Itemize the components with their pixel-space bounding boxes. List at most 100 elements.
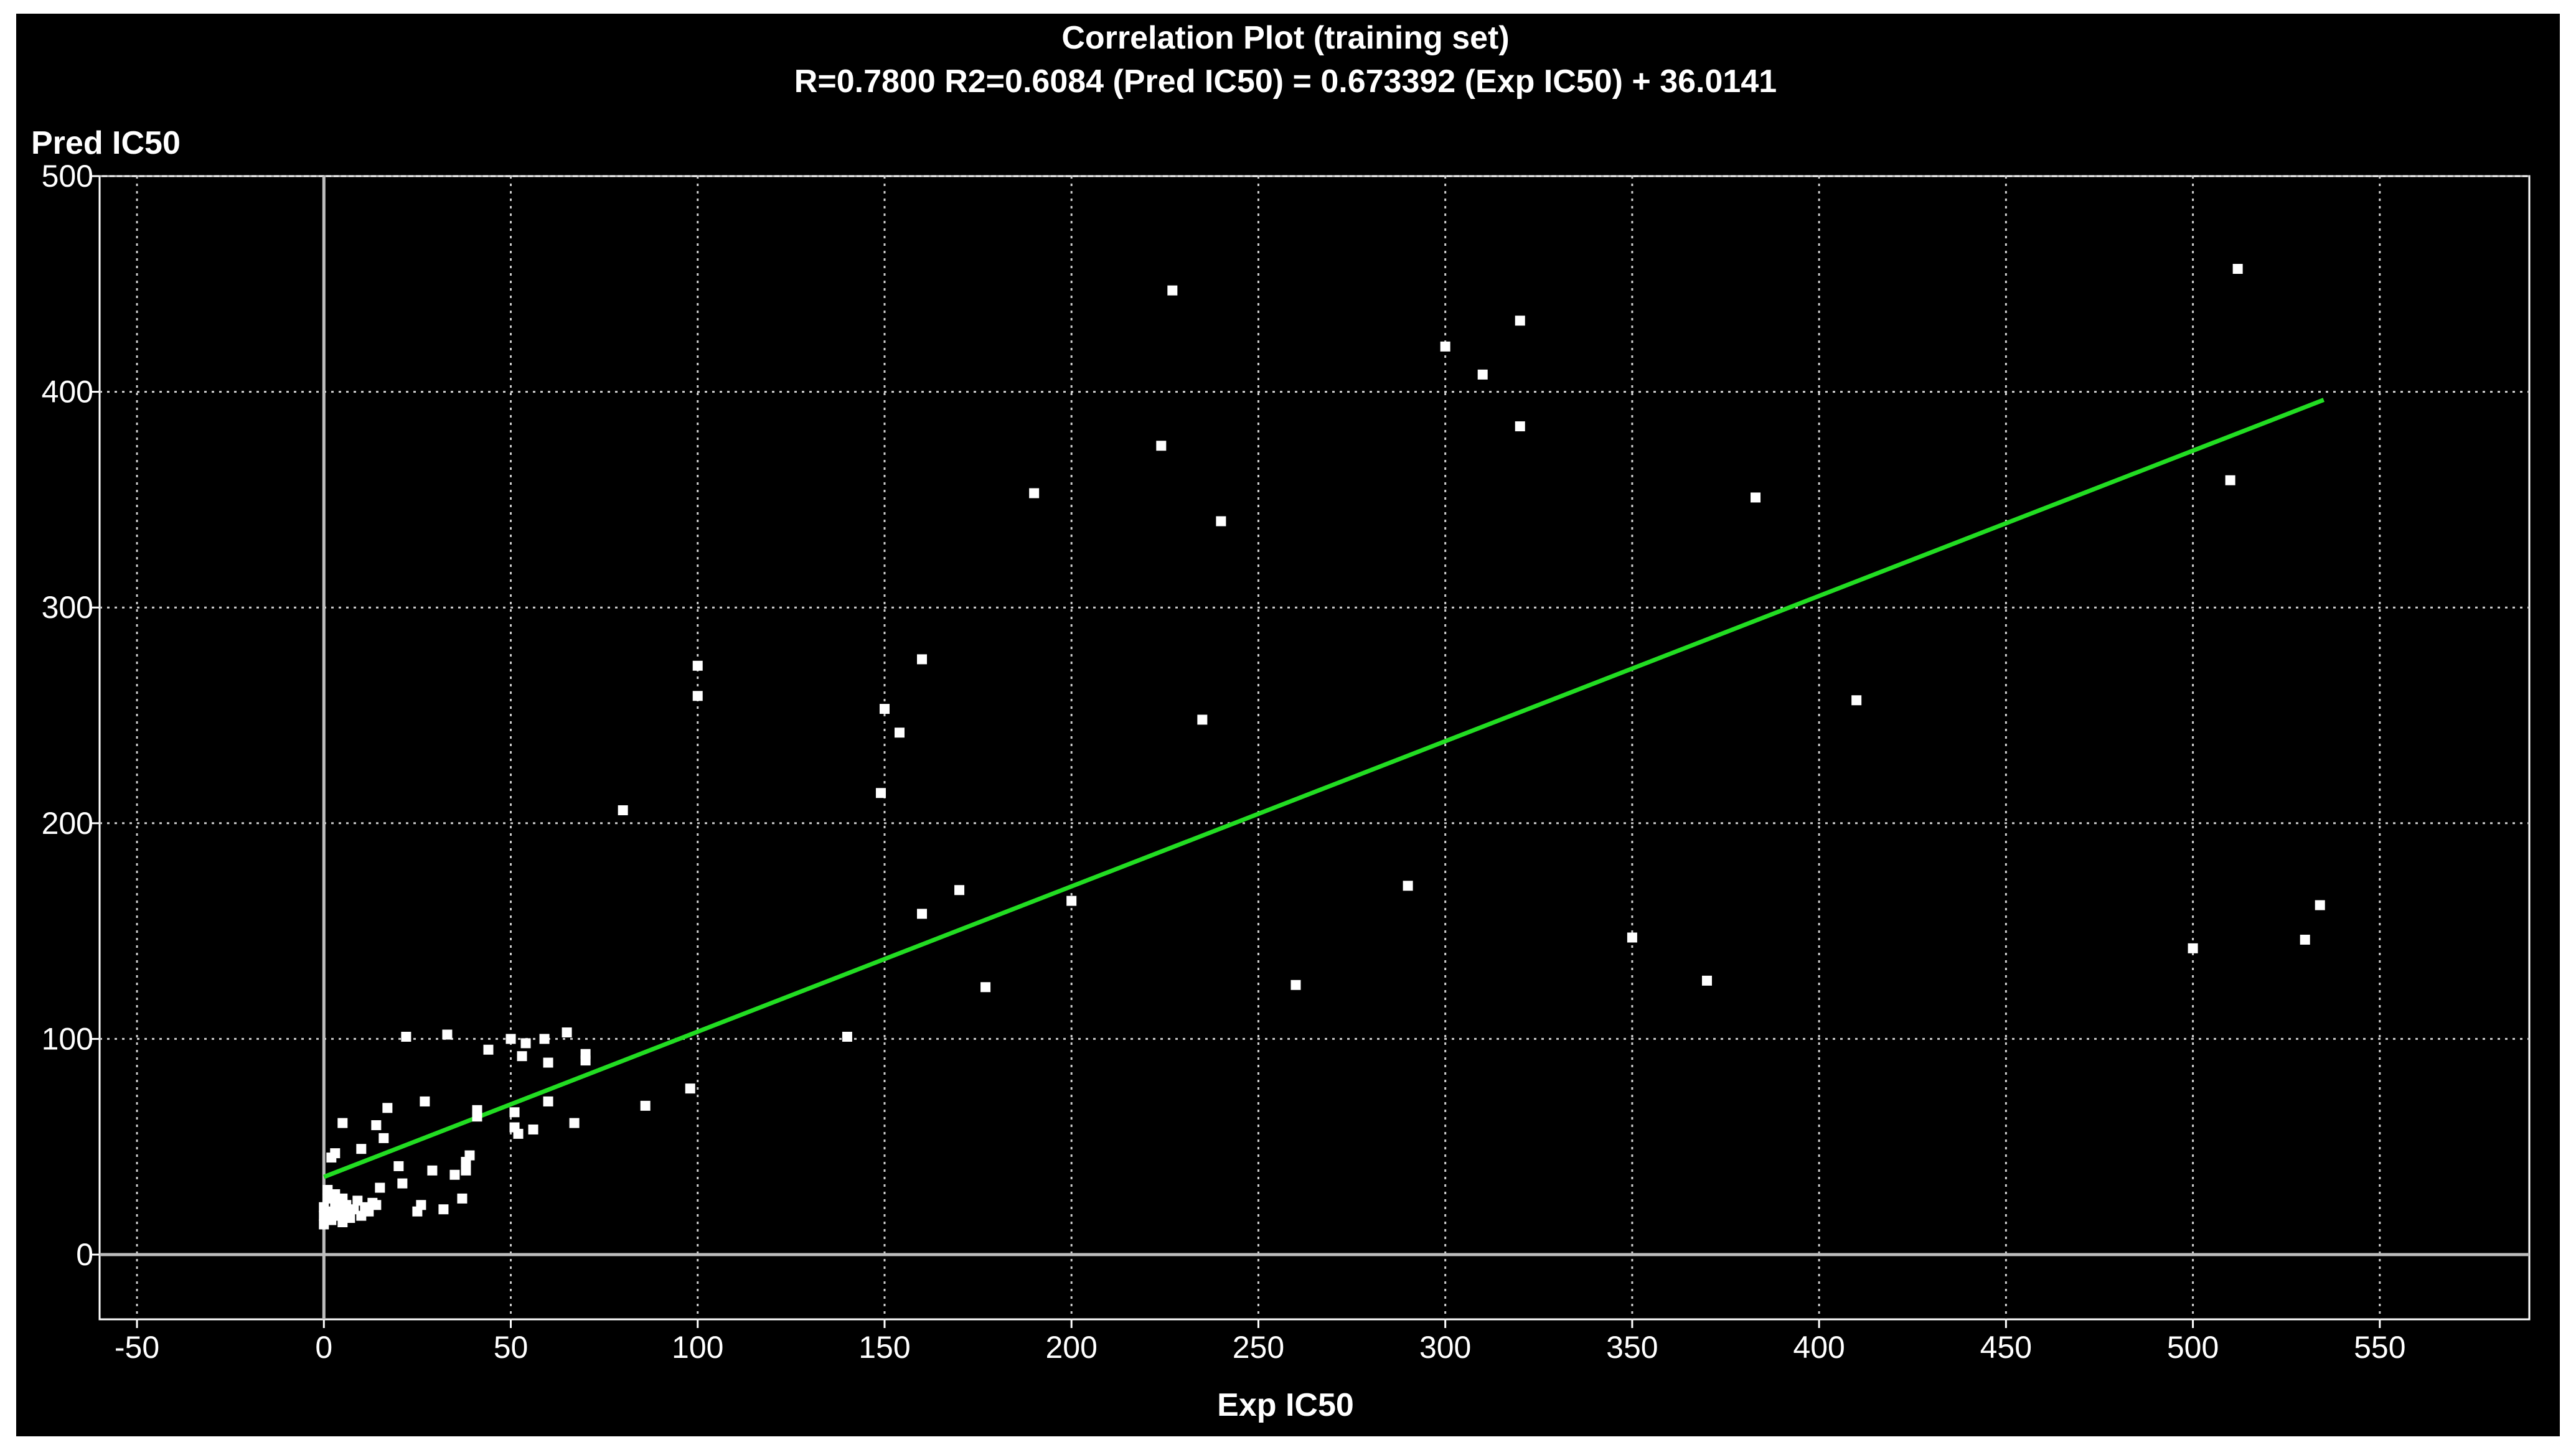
data-point: [1477, 369, 1488, 380]
data-point: [356, 1144, 367, 1154]
data-point: [543, 1096, 553, 1106]
tick-layer: -50 0 50 100 150 200 250 300 350 400 450 500 550 0 100…: [42, 159, 2406, 1365]
data-point: [483, 1044, 494, 1055]
data-point: [319, 1210, 329, 1221]
data-point: [364, 1206, 374, 1217]
data-point: [319, 1202, 329, 1212]
chart-title: Correlation Plot (training set): [1061, 20, 1509, 56]
data-point: [356, 1210, 367, 1221]
data-point: [472, 1105, 482, 1115]
data-point: [842, 1031, 852, 1042]
data-point: [505, 1034, 516, 1044]
data-point: [1197, 714, 1208, 725]
data-point: [1216, 516, 1226, 526]
data-point: [438, 1204, 449, 1215]
data-point: [427, 1165, 438, 1176]
y-tick-label: 0: [76, 1237, 93, 1272]
data-point: [326, 1206, 337, 1217]
data-point: [378, 1133, 389, 1143]
data-point: [513, 1128, 524, 1139]
y-tick-label: 300: [42, 590, 93, 625]
data-point: [375, 1182, 385, 1193]
data-point: [1701, 975, 1712, 986]
data-point: [520, 1038, 531, 1049]
data-point: [326, 1215, 337, 1225]
data-point: [337, 1217, 348, 1228]
data-point: [1167, 285, 1178, 296]
data-point: [894, 727, 905, 738]
data-point: [2300, 934, 2310, 945]
chart-subtitle: R=0.7800 R2=0.6084 (Pred IC50) = 0.67339…: [794, 63, 1777, 100]
data-point: [1515, 421, 1525, 432]
data-point: [1751, 492, 1761, 503]
data-point: [1066, 896, 1077, 906]
x-tick-label: 250: [1233, 1330, 1284, 1365]
data-point: [382, 1103, 393, 1113]
data-point: [1627, 932, 1637, 943]
data-point: [1403, 881, 1413, 891]
data-point: [692, 691, 703, 701]
data-point: [917, 909, 928, 919]
data-point: [543, 1057, 553, 1068]
data-point: [879, 704, 890, 714]
fit-layer: [323, 398, 2325, 1179]
plot-area: [98, 175, 2531, 1321]
x-tick-label: -50: [115, 1330, 159, 1365]
x-axis-title: Exp IC50: [1217, 1387, 1354, 1423]
x-tick-label: 550: [2354, 1330, 2405, 1365]
y-axis-title: Pred IC50: [31, 125, 181, 161]
data-point: [397, 1178, 408, 1189]
plot-window: [16, 14, 2560, 1436]
y-tick-label: 200: [42, 806, 93, 841]
x-tick-label: 50: [494, 1330, 529, 1365]
data-point: [341, 1200, 352, 1210]
data-point: [337, 1118, 348, 1128]
data-point: [1851, 695, 1862, 706]
data-point: [692, 660, 703, 671]
x-tick-label: 0: [315, 1330, 332, 1365]
data-point: [393, 1161, 404, 1171]
data-point: [442, 1029, 453, 1040]
data-point: [2232, 264, 2243, 274]
y-tick-label: 400: [42, 375, 93, 409]
grid-layer: [100, 175, 2529, 1319]
data-point: [562, 1027, 572, 1038]
point-layer: [319, 264, 2325, 1230]
data-point: [2315, 900, 2325, 910]
data-point: [420, 1096, 430, 1106]
data-point: [371, 1120, 382, 1131]
data-point: [322, 1185, 333, 1195]
data-point: [528, 1124, 538, 1134]
data-point: [457, 1193, 468, 1204]
data-point: [875, 788, 886, 798]
data-point: [330, 1189, 341, 1199]
data-point: [352, 1195, 363, 1206]
data-point: [2225, 475, 2235, 485]
data-point: [1156, 441, 1167, 451]
data-point: [319, 1219, 329, 1230]
data-point: [1029, 488, 1040, 498]
data-point: [917, 654, 928, 665]
data-point: [1290, 980, 1301, 990]
x-tick-label: 200: [1045, 1330, 1097, 1365]
x-tick-label: 400: [1793, 1330, 1845, 1365]
x-tick-label: 300: [1419, 1330, 1471, 1365]
y-tick-label: 500: [42, 159, 93, 194]
data-point: [539, 1034, 550, 1044]
data-point: [416, 1200, 426, 1210]
y-tick-label: 100: [42, 1021, 93, 1056]
data-point: [464, 1150, 475, 1161]
data-point: [461, 1165, 471, 1176]
data-point: [449, 1169, 460, 1180]
data-point: [580, 1055, 591, 1066]
x-tick-label: 500: [2167, 1330, 2219, 1365]
data-point: [517, 1051, 527, 1062]
data-point: [349, 1204, 359, 1215]
data-point: [954, 885, 965, 896]
regression-line: [323, 398, 2325, 1179]
x-tick-label: 450: [1980, 1330, 2032, 1365]
data-point: [685, 1083, 695, 1094]
data-point: [2188, 943, 2198, 953]
x-tick-label: 100: [672, 1330, 723, 1365]
